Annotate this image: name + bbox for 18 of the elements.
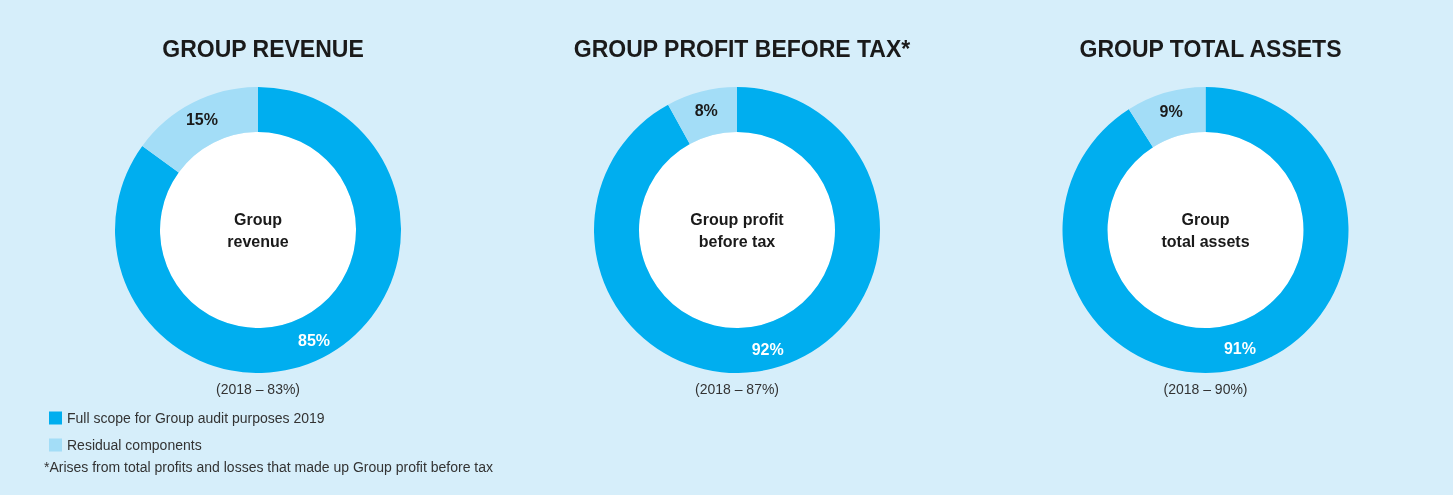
text: Group total assets <box>1161 210 1250 250</box>
data-label: 8% <box>694 101 718 119</box>
text: *Arises from total profits and losses that made up Group profit before tax <box>44 459 493 475</box>
text: (2018 – 87%) <box>694 381 780 397</box>
chart-title: GROUP PROFIT BEFORE TAX* <box>573 35 911 62</box>
data-label: 15% <box>185 111 218 129</box>
data-label: 9% <box>1159 102 1183 120</box>
data-label: 92% <box>751 341 784 359</box>
text: Group profit before tax <box>690 210 785 250</box>
data-label: 91% <box>1223 340 1256 358</box>
text: (2018 – 90%) <box>1163 381 1248 397</box>
legend-label: Full scope for Group audit purposes 2019 <box>67 410 325 426</box>
legend-label: Residual components <box>67 437 202 453</box>
text: (2018 – 83%) <box>215 381 301 397</box>
data-label: 85% <box>298 331 331 349</box>
chart-title: GROUP REVENUE <box>162 35 364 62</box>
text: Group revenue <box>227 210 289 250</box>
chart-title: GROUP TOTAL ASSETS <box>1079 35 1342 62</box>
